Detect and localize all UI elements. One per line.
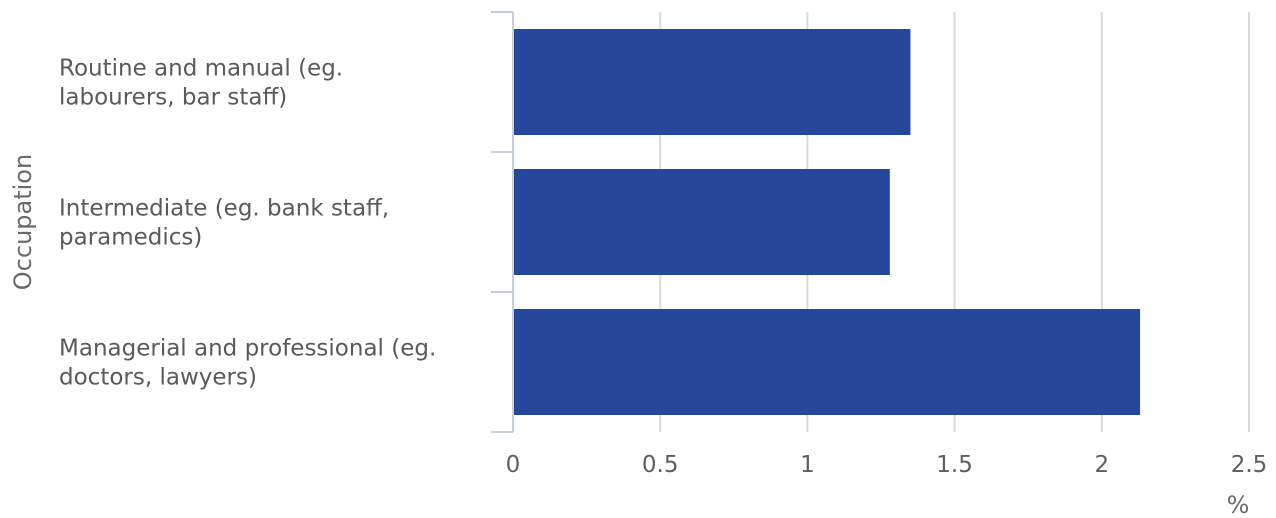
- category-label: Managerial and professional (eg.: [59, 336, 436, 362]
- x-tick-label: 2.5: [1231, 452, 1268, 478]
- bar: [513, 29, 911, 135]
- x-tick-label: 0: [506, 452, 521, 478]
- category-label: doctors, lawyers): [59, 365, 257, 391]
- x-axis-title: %: [1227, 491, 1250, 518]
- axes: [491, 11, 514, 433]
- bars: [513, 29, 1141, 415]
- category-label: labourers, bar staff): [59, 85, 287, 111]
- x-tick-label: 2: [1094, 452, 1109, 478]
- labels: 0 0.5 1 1.5 2 2.5 Routine and manual (eg. labou…: [59, 56, 1267, 479]
- bar: [513, 169, 890, 275]
- x-tick-label: 1.5: [936, 452, 973, 478]
- category-label: paramedics): [59, 225, 202, 251]
- category-label: Intermediate (eg. bank staff,: [59, 196, 389, 222]
- category-label: Routine and manual (eg.: [59, 56, 343, 82]
- x-tick-label: 1: [800, 452, 815, 478]
- x-tick-label: 0.5: [642, 452, 679, 478]
- y-axis-title: Occupation: [9, 154, 37, 290]
- bar: [513, 309, 1141, 415]
